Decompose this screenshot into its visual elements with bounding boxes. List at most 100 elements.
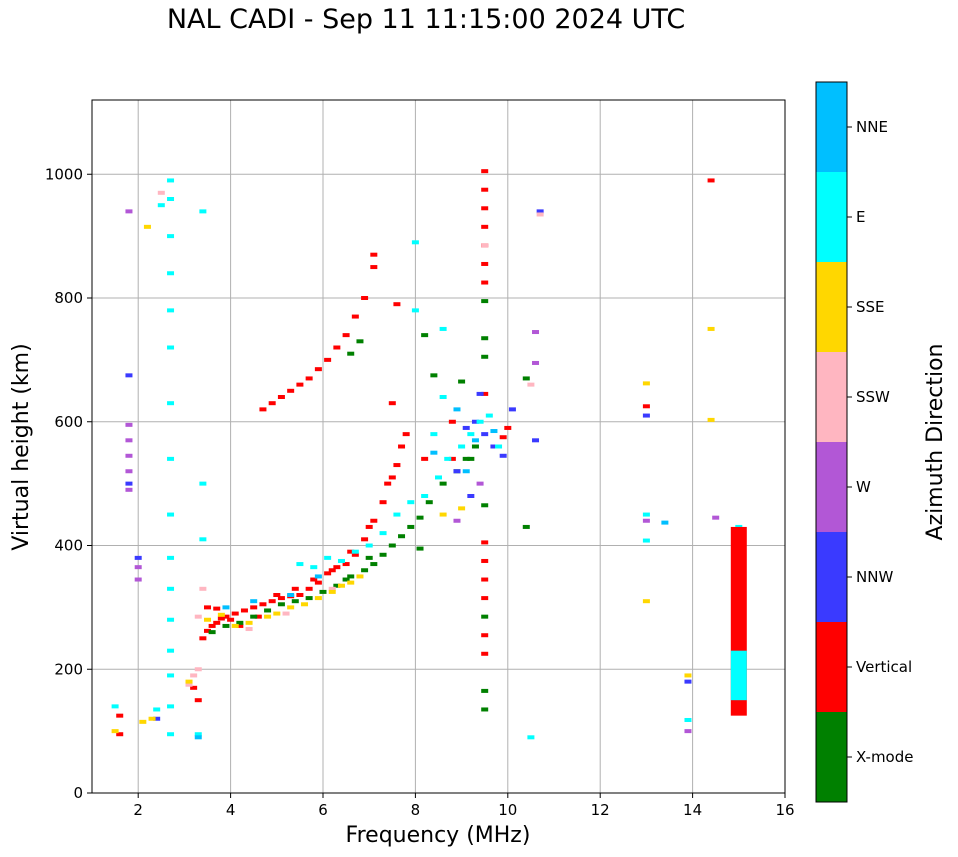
- echo-point-x-mode: [416, 546, 424, 551]
- echo-point-e: [365, 543, 373, 548]
- x-tick-label: 12: [591, 801, 610, 819]
- echo-point-vertical: [481, 651, 489, 656]
- echo-point-e: [167, 648, 175, 653]
- echo-point-w: [476, 481, 484, 486]
- echo-point-vertical: [351, 552, 359, 557]
- echo-point-vertical: [305, 376, 313, 381]
- colorbar-swatch-nne: [816, 82, 847, 172]
- echo-point-e: [167, 617, 175, 622]
- echo-point-e: [411, 240, 419, 245]
- echo-point-vertical: [365, 524, 373, 529]
- echo-point-vertical: [481, 187, 489, 192]
- echo-point-e: [194, 732, 202, 737]
- echo-point-e: [439, 326, 447, 331]
- echo-point-vertical: [259, 407, 267, 412]
- echo-point-vertical: [402, 432, 410, 437]
- echo-point-vertical: [333, 345, 341, 350]
- x-tick-label: 16: [775, 801, 794, 819]
- y-tick-label: 600: [54, 413, 83, 431]
- echo-point-sse: [217, 612, 225, 617]
- echo-point-x-mode: [481, 354, 489, 359]
- echo-point-sse: [264, 614, 272, 619]
- echo-point-x-mode: [291, 599, 299, 604]
- echo-point-w: [134, 577, 142, 582]
- echo-point-vertical: [208, 623, 216, 628]
- echo-point-w: [125, 438, 133, 443]
- echo-point-x-mode: [522, 524, 530, 529]
- echo-point-sse: [204, 617, 211, 622]
- colorbar: X-mode Vertical NNW W SSW SSE E NNE: [815, 81, 913, 803]
- echo-point-vertical: [277, 395, 285, 399]
- echo-point-e: [157, 203, 165, 208]
- echo-point-vertical: [361, 537, 369, 542]
- echo-point-ssw: [481, 243, 489, 248]
- echo-point-vertical: [116, 732, 124, 737]
- x-axis-ticks: 2 4 6 8 10 12 14 16: [133, 793, 795, 819]
- echo-point-vertical: [342, 333, 350, 338]
- colorbar-label: Azimuth Direction: [923, 343, 948, 540]
- echo-point-e: [337, 558, 345, 563]
- echo-point-vertical: [370, 265, 378, 270]
- echo-point-sse: [684, 673, 692, 678]
- y-tick-label: 1000: [45, 165, 83, 183]
- echo-point-nnw: [481, 432, 489, 437]
- echo-point-vertical: [116, 713, 124, 718]
- colorbar-swatch-nnw: [816, 532, 847, 622]
- echo-point-w: [125, 469, 133, 474]
- echo-point-e: [167, 673, 175, 678]
- echo-point-sse: [301, 602, 309, 607]
- echo-point-e: [642, 538, 650, 543]
- echo-point-nne: [222, 605, 230, 610]
- echo-point-e: [167, 345, 175, 350]
- echo-point-x-mode: [277, 602, 285, 607]
- echo-point-x-mode: [481, 503, 489, 508]
- echo-point-sse: [148, 716, 156, 721]
- echo-point-e: [642, 512, 650, 517]
- echo-point-x-mode: [481, 614, 489, 619]
- echo-point-nne: [661, 520, 669, 525]
- echo-point-x-mode: [481, 299, 489, 304]
- echo-point-e: [199, 481, 207, 486]
- echo-point-vertical: [305, 586, 313, 591]
- echo-point-vertical: [448, 419, 456, 424]
- echo-point-vertical: [421, 456, 429, 461]
- echo-point-w: [532, 360, 540, 365]
- echo-point-nne: [430, 450, 438, 455]
- echo-point-e: [495, 444, 503, 449]
- echo-point-sse: [458, 506, 466, 511]
- echo-point-vertical: [499, 435, 507, 440]
- echo-point-w: [125, 487, 133, 492]
- echo-point-vertical: [342, 562, 350, 567]
- echo-point-e: [421, 494, 429, 498]
- echo-point-nnw: [536, 209, 544, 214]
- echo-point-x-mode: [421, 333, 429, 338]
- echo-point-x-mode: [370, 562, 378, 567]
- echo-point-nnw: [125, 373, 133, 378]
- echo-point-vertical: [351, 314, 359, 319]
- echo-point-vertical: [504, 425, 512, 430]
- colorbar-tick-label: W: [856, 478, 871, 496]
- echo-point-e: [430, 432, 438, 437]
- echo-point-vertical: [314, 367, 322, 372]
- echo-point-vertical: [324, 357, 332, 362]
- x-axis-label: Frequency (MHz): [346, 823, 531, 848]
- echo-point-ssw: [527, 382, 535, 387]
- y-axis-label: Virtual height (km): [9, 343, 34, 550]
- echo-point-e: [310, 565, 318, 570]
- echo-point-e: [379, 531, 387, 536]
- echo-point-vertical: [324, 571, 332, 576]
- echo-point-vertical: [393, 302, 401, 307]
- echo-point-e: [167, 178, 175, 183]
- echo-point-nnw: [467, 494, 475, 498]
- y-tick-label: 0: [73, 784, 83, 802]
- echo-point-e: [458, 444, 466, 449]
- echo-point-x-mode: [471, 444, 479, 449]
- colorbar-swatch-x-mode: [816, 712, 847, 802]
- echo-point-vertical: [254, 614, 262, 619]
- echo-point-sse: [642, 381, 650, 386]
- echo-point-x-mode: [347, 351, 355, 356]
- colorbar-frame: [815, 81, 848, 803]
- echo-point-sse: [111, 729, 119, 734]
- echo-point-vertical: [287, 388, 295, 393]
- colorbar-tick-label: SSE: [856, 298, 885, 316]
